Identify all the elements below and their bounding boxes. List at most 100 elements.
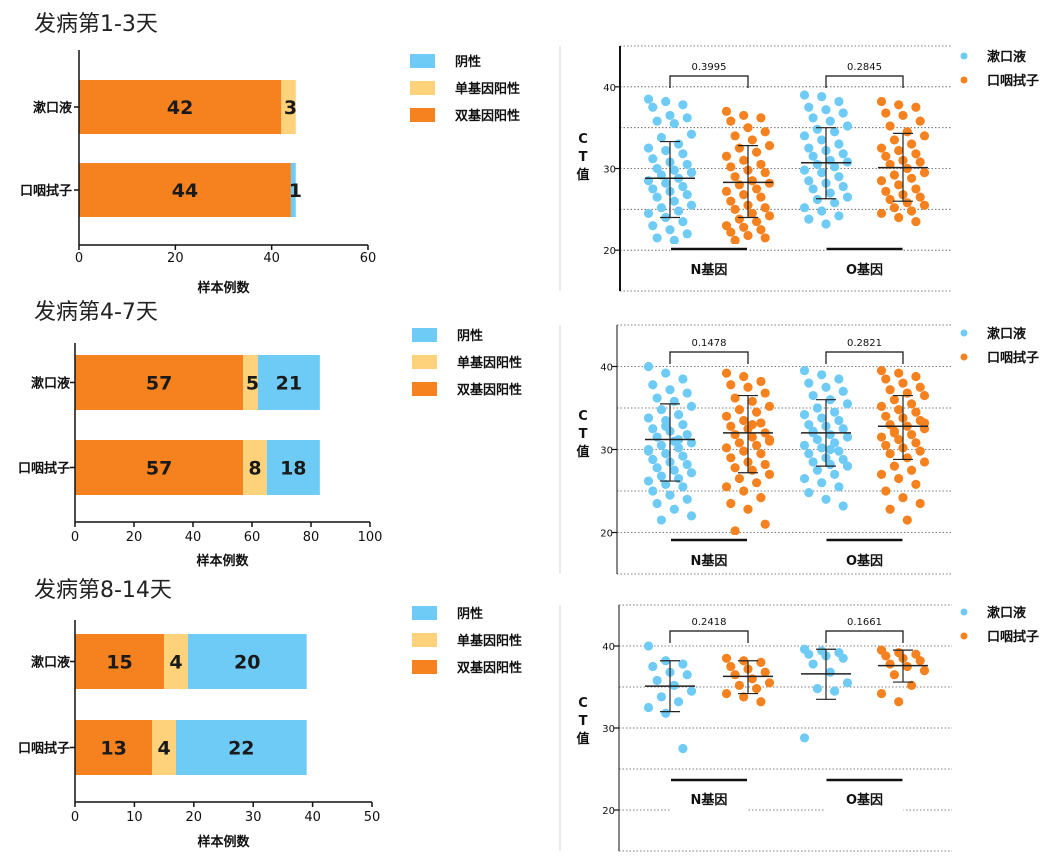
point-p4-s2 bbox=[726, 196, 736, 206]
bar-p3-r2-negative bbox=[175, 720, 307, 775]
point-p4-s3 bbox=[812, 124, 823, 134]
point-p4-s4 bbox=[876, 208, 887, 219]
point-p5-s1 bbox=[656, 471, 667, 481]
point-p5-s2 bbox=[760, 388, 770, 398]
point-p4-s3 bbox=[804, 102, 814, 112]
point-p5-s1 bbox=[648, 454, 658, 465]
y-axis-title-p5-2: T bbox=[579, 427, 588, 442]
point-p5-s2 bbox=[747, 396, 757, 406]
point-p4-s2 bbox=[730, 204, 740, 214]
point-p5-s1 bbox=[665, 385, 675, 395]
y-axis-title-p5-1: C bbox=[578, 409, 588, 424]
point-p5-s2 bbox=[752, 407, 762, 417]
point-p4-s1 bbox=[669, 235, 679, 245]
y-tick-label-p6: 40 bbox=[602, 642, 615, 653]
x-tick-label-p2: 20 bbox=[126, 530, 143, 545]
point-p5-s3 bbox=[842, 432, 853, 442]
point-p5-s2 bbox=[730, 526, 740, 536]
legend-swatch-p3-3 bbox=[412, 660, 437, 674]
point-p4-s3 bbox=[838, 181, 848, 192]
point-p5-s3 bbox=[821, 494, 831, 504]
legend-marker-p6-1 bbox=[960, 608, 968, 616]
point-p5-s1 bbox=[643, 444, 654, 455]
point-p4-s3 bbox=[804, 176, 814, 186]
x-axis-title-p2: 样本例数 bbox=[196, 553, 249, 569]
point-p5-s3 bbox=[817, 443, 827, 453]
point-p5-s1 bbox=[669, 465, 679, 475]
point-p4-s3 bbox=[799, 203, 810, 213]
point-p6-s1 bbox=[682, 670, 692, 680]
point-p4-s1 bbox=[643, 176, 654, 186]
point-p5-s4 bbox=[907, 429, 917, 440]
point-p5-s1 bbox=[643, 476, 654, 486]
point-p5-s1 bbox=[661, 368, 671, 378]
significance-bracket-p5-2 bbox=[825, 351, 904, 364]
point-p4-s2 bbox=[764, 178, 775, 188]
point-p5-s3 bbox=[834, 415, 844, 426]
point-p5-s3 bbox=[804, 449, 814, 459]
point-p4-s4 bbox=[919, 167, 930, 178]
point-p6-s1 bbox=[643, 702, 654, 713]
point-p5-s1 bbox=[652, 498, 662, 509]
group-label-bg-p4-2 bbox=[825, 244, 904, 282]
legend-swatch-p3-1 bbox=[412, 606, 437, 620]
bar-label-p3-r1-s2: 4 bbox=[169, 652, 182, 674]
point-p4-s3 bbox=[834, 211, 844, 221]
point-p4-s1 bbox=[674, 206, 684, 216]
point-p5-s1 bbox=[686, 511, 697, 521]
point-p6-s1 bbox=[686, 686, 697, 696]
point-p4-s4 bbox=[876, 143, 887, 153]
bar-label-p2-r2-s1: 57 bbox=[146, 458, 172, 480]
point-p6-s4 bbox=[902, 661, 912, 672]
point-p5-s1 bbox=[686, 468, 697, 478]
bar-label-p1-r1-s1: 42 bbox=[167, 97, 193, 119]
point-p4-s1 bbox=[669, 165, 679, 175]
point-p5-s4 bbox=[889, 461, 900, 471]
x-tick-label-p1: 20 bbox=[167, 251, 184, 266]
x-tick-label-p3: 20 bbox=[186, 810, 203, 825]
point-p4-s1 bbox=[656, 170, 667, 180]
x-tick-label-p3: 0 bbox=[71, 810, 79, 825]
point-p5-s2 bbox=[739, 371, 749, 382]
point-p5-s1 bbox=[674, 473, 684, 484]
point-p4-s2 bbox=[760, 233, 770, 243]
legend-label-p3-2: 单基因阳性 bbox=[457, 633, 522, 649]
point-p5-s2 bbox=[734, 405, 745, 415]
point-p5-s3 bbox=[799, 473, 810, 484]
point-p5-s1 bbox=[652, 393, 662, 403]
bar-label-p1-r1-s2: 3 bbox=[284, 97, 297, 119]
point-p5-s4 bbox=[889, 395, 900, 405]
point-p5-s3 bbox=[825, 444, 835, 455]
point-p6-s1 bbox=[674, 697, 684, 707]
x-tick-label-p1: 40 bbox=[263, 251, 280, 266]
point-p5-s4 bbox=[881, 440, 891, 450]
point-p5-s4 bbox=[885, 385, 895, 395]
point-p5-s3 bbox=[804, 378, 814, 388]
category-label-p3-r2: 口咽拭子 bbox=[18, 741, 70, 757]
point-p6-s3 bbox=[808, 659, 818, 669]
point-p4-s2 bbox=[764, 141, 775, 151]
bar-label-p1-r2-s1: 44 bbox=[172, 180, 198, 202]
point-p5-s1 bbox=[656, 515, 667, 525]
group-label-p5-2: O基因 bbox=[846, 553, 883, 569]
point-p5-s3 bbox=[830, 438, 840, 448]
point-p4-s3 bbox=[830, 162, 840, 172]
point-p4-s3 bbox=[812, 159, 823, 170]
point-p4-s4 bbox=[911, 149, 921, 159]
point-p4-s1 bbox=[682, 229, 692, 239]
point-p4-s1 bbox=[686, 167, 697, 178]
legend-label-p5-1: 漱口液 bbox=[987, 326, 1026, 342]
point-p5-s4 bbox=[907, 399, 917, 409]
point-p4-s2 bbox=[747, 176, 757, 186]
legend-label-p1-3: 双基因阳性 bbox=[455, 108, 520, 124]
legend-label-p6-1: 漱口液 bbox=[987, 605, 1026, 621]
point-p6-s4 bbox=[894, 697, 904, 707]
point-p4-s4 bbox=[885, 194, 895, 205]
p-value-p5-1: 0.1478 bbox=[692, 338, 727, 349]
x-tick-label-p2: 0 bbox=[71, 530, 79, 545]
legend-marker-p5-1 bbox=[960, 329, 968, 337]
point-p6-s1 bbox=[661, 708, 671, 718]
point-p5-s3 bbox=[838, 501, 848, 511]
point-p5-s1 bbox=[674, 443, 684, 453]
